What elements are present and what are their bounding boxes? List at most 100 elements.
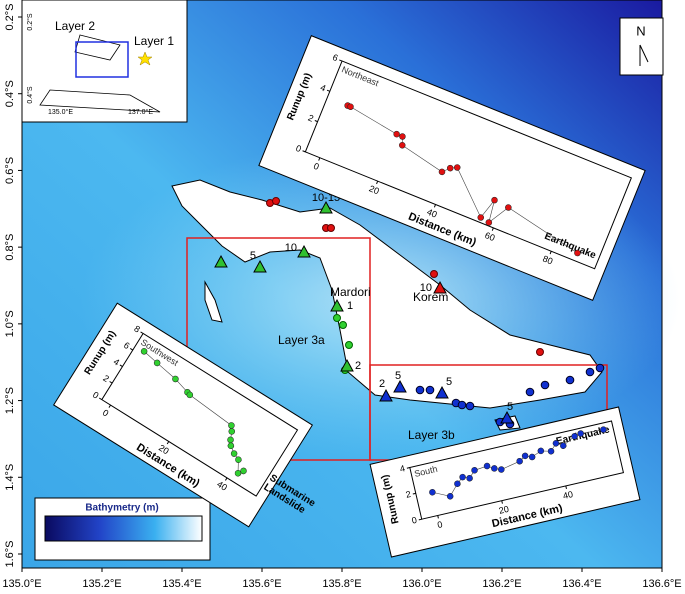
runup-point	[547, 448, 555, 455]
x-tick	[549, 251, 552, 255]
lat-tick-label: 1.6°S	[4, 540, 16, 567]
x-tick	[166, 441, 170, 445]
y-tick	[140, 331, 144, 334]
runup-triangle	[214, 254, 228, 268]
overview-label: Layer 2	[55, 19, 95, 33]
x-tick-label: 40	[562, 489, 574, 501]
lon-tick-label: 135.8°E	[322, 578, 361, 590]
runup-point	[228, 428, 236, 435]
runup-site	[525, 387, 535, 397]
runup-point	[491, 196, 498, 204]
runup-label: 1	[347, 300, 353, 312]
x-tick-label: 20	[157, 443, 171, 457]
y-tick-label: 4	[319, 82, 327, 93]
runup-label: 2	[355, 360, 361, 372]
runup-site	[272, 197, 280, 205]
x-tick-label: 40	[426, 207, 439, 220]
x-tick-label: 40	[215, 479, 229, 493]
runup-point	[537, 447, 545, 455]
y-tick-label: 6	[331, 52, 339, 63]
lat-tick-label: 1.2°S	[4, 387, 16, 414]
runup-label: 5	[507, 401, 513, 413]
runup-triangle	[393, 379, 407, 393]
y-tick	[98, 397, 103, 401]
runup-point	[477, 214, 485, 221]
y-tick	[314, 120, 318, 123]
y-tick	[109, 381, 113, 384]
runup-point	[240, 467, 247, 475]
y-tick-label: 8	[132, 323, 142, 334]
y-tick-label: 0	[411, 515, 418, 526]
runup-site	[415, 385, 425, 395]
runup-triangle	[297, 244, 311, 258]
inset-panel	[52, 302, 314, 528]
lon-tick-label: 136.6°E	[642, 578, 681, 590]
runup-point	[485, 219, 493, 226]
x-tick	[225, 477, 228, 481]
runup-point	[491, 465, 498, 472]
x-tick-label: 80	[541, 253, 554, 266]
north-label: N	[636, 23, 645, 38]
lon-tick-label: 136.2°E	[482, 578, 521, 590]
runup-point	[399, 133, 406, 140]
overview-tick: 137.0°E	[128, 108, 153, 116]
runup-point	[140, 348, 148, 355]
runup-point	[446, 164, 454, 172]
runup-site	[565, 375, 575, 385]
runup-triangle	[433, 280, 447, 294]
y-tick-label: 2	[101, 373, 111, 384]
y-tick-label: 2	[405, 489, 412, 500]
x-tick	[565, 485, 567, 489]
y-tick	[406, 467, 410, 469]
lat-tick-label: 0.2°S	[4, 3, 16, 30]
runup-label: 10	[285, 242, 297, 254]
lon-tick-label: 135.4°E	[162, 578, 201, 590]
runup-triangle	[500, 410, 514, 424]
y-tick	[418, 518, 422, 521]
runup-point	[399, 141, 406, 149]
y-tick-label: 0	[294, 143, 302, 154]
runup-point	[453, 164, 461, 171]
runup-site	[339, 321, 347, 329]
runup-label: 5	[395, 370, 401, 382]
place-label: Mardori	[330, 285, 371, 299]
x-tick	[491, 227, 494, 231]
lon-tick-label: 135.2°E	[82, 578, 121, 590]
runup-label: 2	[379, 378, 385, 390]
runup-point	[234, 470, 242, 477]
runup-label: 5	[446, 376, 452, 388]
runup-point	[498, 466, 505, 473]
runup-site	[333, 314, 341, 322]
runup-site	[585, 367, 595, 377]
overview-tick: 0.4°S	[26, 86, 34, 104]
x-tick	[501, 500, 503, 504]
runup-point	[459, 473, 466, 481]
lat-tick-label: 0.8°S	[4, 234, 16, 261]
x-tick-label: 0	[436, 519, 443, 530]
runup-site	[430, 270, 438, 278]
runup-point	[235, 456, 242, 463]
overview-map: Layer 2 Layer 1 135.0°E 137.0°E 0.2°S 0.…	[21, 0, 188, 123]
runup-point	[446, 493, 454, 500]
runup-point	[577, 430, 584, 437]
overview-label: Layer 1	[134, 34, 174, 48]
y-tick	[326, 89, 331, 92]
runup-point	[600, 426, 607, 433]
runup-triangle	[253, 259, 267, 273]
runup-point	[471, 467, 478, 474]
x-tick	[437, 515, 439, 519]
y-tick	[339, 59, 343, 62]
runup-point	[560, 442, 567, 449]
runup-point	[228, 422, 235, 429]
runup-triangle	[379, 388, 393, 402]
overview-tick: 135.0°E	[48, 108, 73, 116]
runup-site	[457, 400, 467, 410]
x-tick-label: 20	[368, 183, 381, 196]
runup-point	[571, 433, 578, 440]
runup-point	[153, 359, 161, 367]
x-tick-label: 20	[498, 504, 510, 516]
runup-triangle	[319, 200, 333, 214]
runup-point	[227, 442, 235, 450]
runup-site	[595, 363, 605, 373]
